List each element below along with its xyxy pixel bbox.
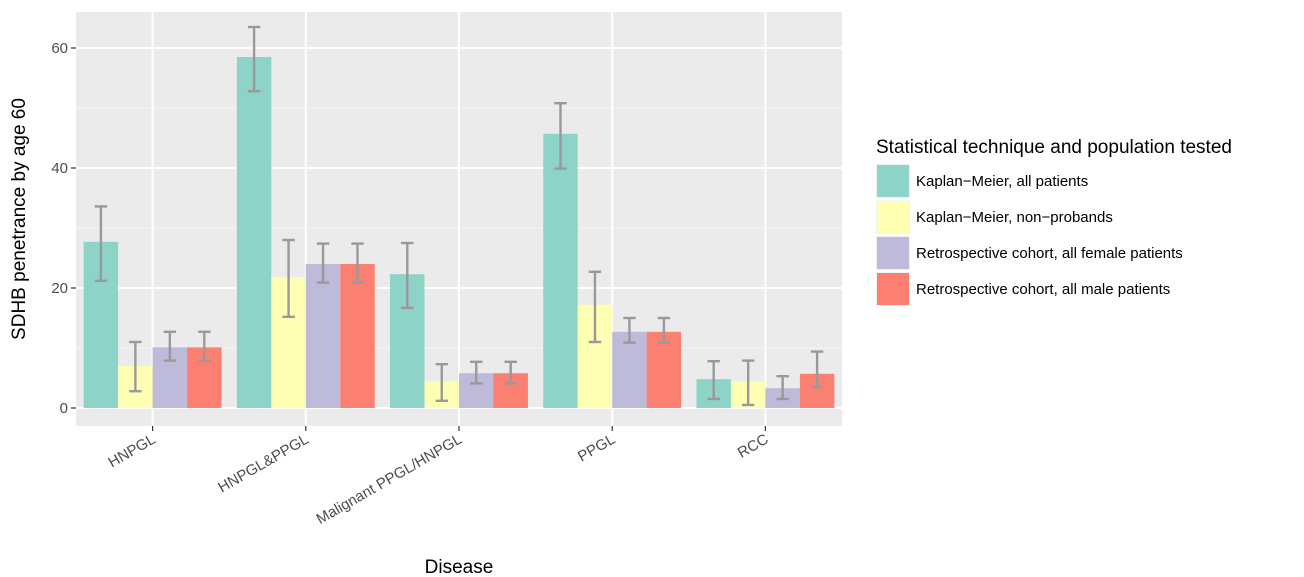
y-tick-label: 20 (51, 280, 68, 297)
x-axis-title: Disease (425, 557, 494, 577)
x-tick-label: HNPGL (105, 431, 158, 472)
legend-label: Retrospective cohort, all female patient… (916, 245, 1183, 262)
x-tick-label: PPGL (575, 431, 618, 466)
bar (305, 264, 341, 408)
y-axis-title: SDHB penetrance by age 60 (9, 98, 30, 340)
legend-key (877, 237, 909, 269)
legend-key (877, 273, 909, 305)
legend: Statistical technique and population tes… (876, 137, 1232, 306)
legend-label: Kaplan−Meier, non−probands (916, 209, 1113, 226)
x-tick-label: Malignant PPGL/HNPGL (314, 431, 465, 528)
y-tick-label: 0 (60, 400, 68, 417)
legend-key (877, 201, 909, 233)
error-bars (94, 25, 824, 407)
bar (646, 331, 682, 408)
y-tick-label: 60 (51, 40, 68, 57)
x-axis: HNPGL HNPGL&PPGL Malignant PPGL/HNPGL PPGL R… (105, 426, 772, 528)
legend-label: Retrospective cohort, all male patients (916, 281, 1170, 298)
x-tick-label: RCC (735, 431, 772, 462)
y-axis: 0 20 40 60 (51, 40, 76, 417)
bars (83, 57, 835, 409)
legend-key (877, 165, 909, 197)
x-tick-label: HNPGL&PPGL (215, 431, 312, 497)
legend-title: Statistical technique and population tes… (876, 137, 1232, 158)
bar (236, 57, 272, 408)
legend-label: Kaplan−Meier, all patients (916, 173, 1088, 190)
bar (543, 133, 578, 409)
y-tick-label: 40 (51, 160, 68, 177)
bar (340, 264, 375, 408)
bar (612, 331, 647, 408)
